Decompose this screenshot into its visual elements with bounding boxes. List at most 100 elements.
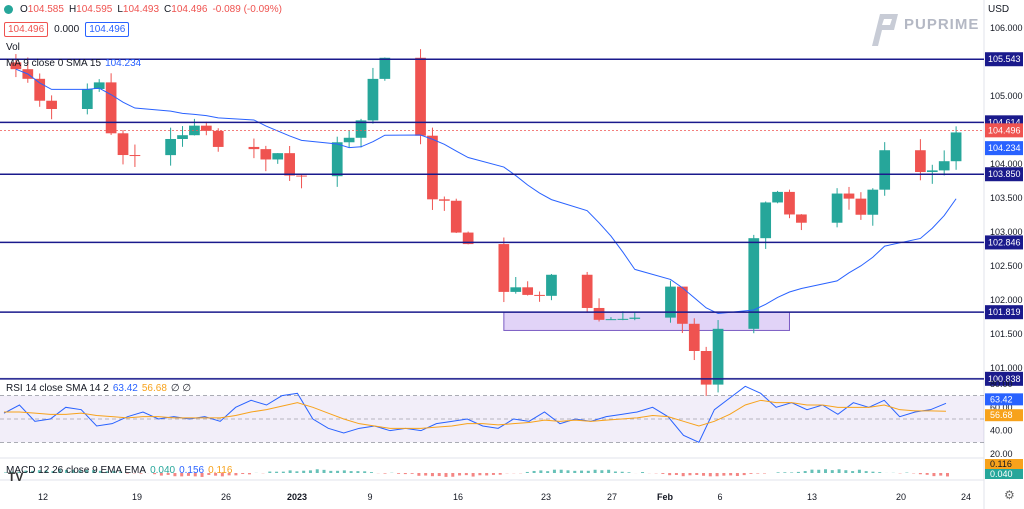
macd-histogram-bar (756, 473, 760, 474)
ma-legend[interactable]: MA 9 close 0 SMA 15 104.234 (6, 58, 141, 69)
macd-histogram-bar (10, 471, 14, 473)
time-tick-label: 12 (38, 492, 48, 502)
candle-body (593, 307, 605, 320)
macd-histogram-bar (546, 471, 550, 473)
settings-gear-icon[interactable]: ⚙ (1004, 488, 1015, 502)
macd-histogram-bar (85, 469, 89, 473)
low-value: 104.493 (122, 4, 160, 15)
macd-histogram-bar (790, 472, 794, 473)
macd-histogram-bar (851, 471, 855, 473)
candle-body (855, 198, 867, 215)
macd-histogram-bar (451, 473, 455, 477)
candle-body (272, 153, 284, 160)
macd-histogram-bar (559, 469, 563, 473)
macd-signal-legend-value: 0.116 (208, 465, 233, 476)
macd-line-legend-value: 0.156 (179, 465, 205, 476)
high-value: 104.595 (76, 4, 113, 15)
candle-body (688, 323, 700, 351)
open-label: O (20, 4, 28, 15)
macd-histogram-bar (17, 471, 21, 473)
macd-histogram-bar (342, 470, 346, 473)
quote-boxes: 104.496 0.000 104.496 (4, 22, 130, 37)
macd-histogram-bar (383, 473, 387, 474)
last-price-tag (985, 123, 1023, 138)
macd-histogram-bar (946, 473, 949, 477)
macd-histogram-bar (281, 471, 285, 473)
macd-histogram-bar (4, 472, 7, 473)
rsi-extra-legend-value: ∅ ∅ (170, 383, 192, 394)
macd-histogram-bar (98, 470, 102, 473)
candle-body (950, 132, 962, 162)
macd-histogram-bar (464, 473, 468, 476)
price-tick-label: 102.000 (990, 295, 1023, 305)
macd-histogram-bar (702, 473, 706, 476)
market-status-icon (4, 5, 13, 14)
price-tick-label: 103.500 (990, 193, 1023, 203)
macd-histogram-bar (593, 469, 597, 473)
macd-histogram-bar (193, 473, 197, 477)
macd-histogram-bar (708, 473, 712, 477)
candle-body (748, 238, 760, 329)
macd-histogram-bar (139, 473, 143, 474)
macd-histogram-bar (424, 473, 428, 476)
macd-histogram-bar (641, 472, 645, 473)
macd-histogram-bar (573, 470, 577, 473)
macd-histogram-bar (607, 469, 611, 473)
macd-histogram-bar (783, 472, 787, 473)
macd-histogram-bar (871, 471, 875, 473)
macd-histogram-bar (173, 473, 177, 477)
macd-histogram-bar (620, 471, 624, 473)
candle-body (522, 287, 534, 295)
tradingview-logo: TV (8, 470, 24, 484)
time-tick-label: 6 (717, 492, 722, 502)
macd-histogram-bar (478, 473, 482, 476)
time-tick-label: 16 (453, 492, 463, 502)
level-tag (985, 371, 1023, 386)
time-tick-label: 26 (221, 492, 231, 502)
macd-histogram-bar (51, 471, 55, 473)
time-tick-label: 20 (896, 492, 906, 502)
open-value: 104.585 (27, 4, 64, 15)
price-tick-label: 105.000 (990, 91, 1023, 101)
macd-histogram-bar (552, 469, 556, 473)
candle-body (212, 130, 224, 147)
macd-histogram-bar (336, 470, 340, 473)
time-tick-label: Feb (657, 492, 674, 502)
candle-body (81, 88, 93, 109)
macd-histogram-bar (749, 473, 753, 474)
rsi-legend-value: 63.42 (112, 383, 138, 394)
level-tag-text: 103.850 (988, 169, 1021, 179)
macd-histogram-bar (58, 469, 62, 473)
candle-body (772, 191, 783, 203)
rsi-legend[interactable]: RSI 14 close SMA 14 2 63.42 56.68 ∅ ∅ (6, 383, 191, 394)
brand-logo: PUPRIME (872, 12, 982, 52)
candle-body (534, 294, 545, 296)
time-tick-label: 2023 (287, 492, 307, 502)
macd-histogram-bar (810, 469, 814, 473)
rsi-tick-label: 80.00 (990, 379, 1013, 389)
macd-legend[interactable]: MACD 12 26 close 9 EMA EMA 0.040 0.156 0.11… (6, 465, 232, 476)
currency-selector[interactable]: USD (988, 4, 1010, 15)
volume-legend[interactable]: Vol (6, 42, 20, 53)
macd-histogram-bar (430, 473, 434, 477)
macd-histogram-bar (485, 473, 489, 476)
time-tick-label: 24 (961, 492, 971, 502)
macd-histogram-bar (166, 473, 170, 475)
bid-button[interactable]: 104.496 (4, 22, 49, 37)
brand-mark-icon (872, 14, 898, 46)
candle-body (665, 286, 676, 318)
macd-histogram-bar (715, 473, 719, 477)
macd-histogram-bar (268, 471, 272, 473)
candle-body (260, 149, 272, 160)
candle-body (438, 199, 450, 201)
time-tick-label: 13 (807, 492, 817, 502)
macd-histogram-bar (491, 473, 495, 475)
macd-histogram-bar (180, 473, 184, 477)
macd-histogram-bar (681, 473, 685, 477)
candle-body (784, 191, 795, 215)
macd-histogram-bar (803, 471, 807, 473)
candle-body (427, 135, 438, 200)
ask-button[interactable]: 104.496 (85, 22, 130, 37)
time-tick-label: 23 (541, 492, 551, 502)
